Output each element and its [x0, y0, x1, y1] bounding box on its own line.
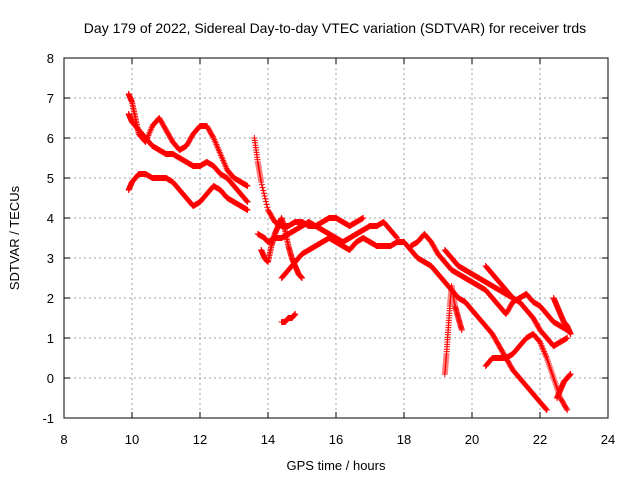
data-point [543, 407, 550, 413]
data-point [262, 195, 269, 202]
series-track-l [441, 283, 465, 377]
data-point [360, 215, 367, 221]
series-track-p [554, 371, 574, 401]
data-point [262, 198, 269, 205]
data-point [260, 187, 267, 194]
y-axis-label: SDTVAR / TECUs [7, 185, 22, 290]
y-tick-label: 7 [47, 91, 54, 106]
series-track-n [482, 263, 516, 301]
x-tick-label: 14 [261, 432, 275, 447]
series-track-d [251, 135, 367, 229]
data-point [244, 183, 251, 189]
series-track-o [550, 295, 574, 337]
data-point [264, 204, 271, 211]
data-point [260, 190, 267, 197]
data-point [393, 234, 400, 241]
series-track-i [394, 239, 550, 413]
data-point [509, 295, 516, 301]
x-tick-label: 18 [397, 432, 411, 447]
data-point [292, 311, 299, 317]
y-tick-label: 8 [47, 51, 54, 66]
y-tick-label: 2 [47, 291, 54, 306]
data-point [564, 335, 571, 341]
data-point [258, 179, 265, 185]
data-point [567, 371, 574, 377]
x-tick-label: 22 [533, 432, 547, 447]
data-point [509, 294, 516, 301]
data-point [259, 184, 266, 191]
y-tick-label: 4 [47, 211, 54, 226]
data-point [564, 407, 571, 413]
data-point [563, 405, 570, 412]
data-point [543, 406, 550, 413]
x-tick-label: 12 [193, 432, 207, 447]
series-track-a [125, 91, 251, 189]
x-axis-label: GPS time / hours [287, 458, 386, 473]
data-point [244, 199, 251, 205]
y-tick-label: -1 [42, 411, 54, 426]
x-tick-label: 8 [60, 432, 67, 447]
data-point [258, 181, 265, 188]
series-track-f [258, 215, 305, 281]
chart-title: Day 179 of 2022, Sidereal Day-to-day VTE… [84, 20, 586, 36]
data-point [244, 207, 251, 213]
series-track-b [125, 111, 251, 205]
x-tick-label: 16 [329, 432, 343, 447]
series-track-g [278, 235, 401, 281]
data-point [263, 201, 270, 208]
y-tick-label: 3 [47, 251, 54, 266]
x-tick-label: 20 [465, 432, 479, 447]
data-point [243, 198, 250, 205]
y-tick-label: 6 [47, 131, 54, 146]
data-layer [125, 91, 574, 413]
data-point [299, 275, 305, 281]
series-track-k [441, 247, 571, 349]
data-point [209, 133, 216, 140]
series-track-h [278, 311, 299, 325]
y-tick-label: 0 [47, 371, 54, 386]
y-tick-label: 1 [47, 331, 54, 346]
data-point [261, 193, 268, 199]
series-track-c [125, 171, 251, 213]
data-point [567, 331, 574, 337]
x-tick-label: 10 [125, 432, 139, 447]
data-point [458, 327, 465, 333]
y-tick-label: 5 [47, 171, 54, 186]
x-tick-label: 24 [601, 432, 615, 447]
